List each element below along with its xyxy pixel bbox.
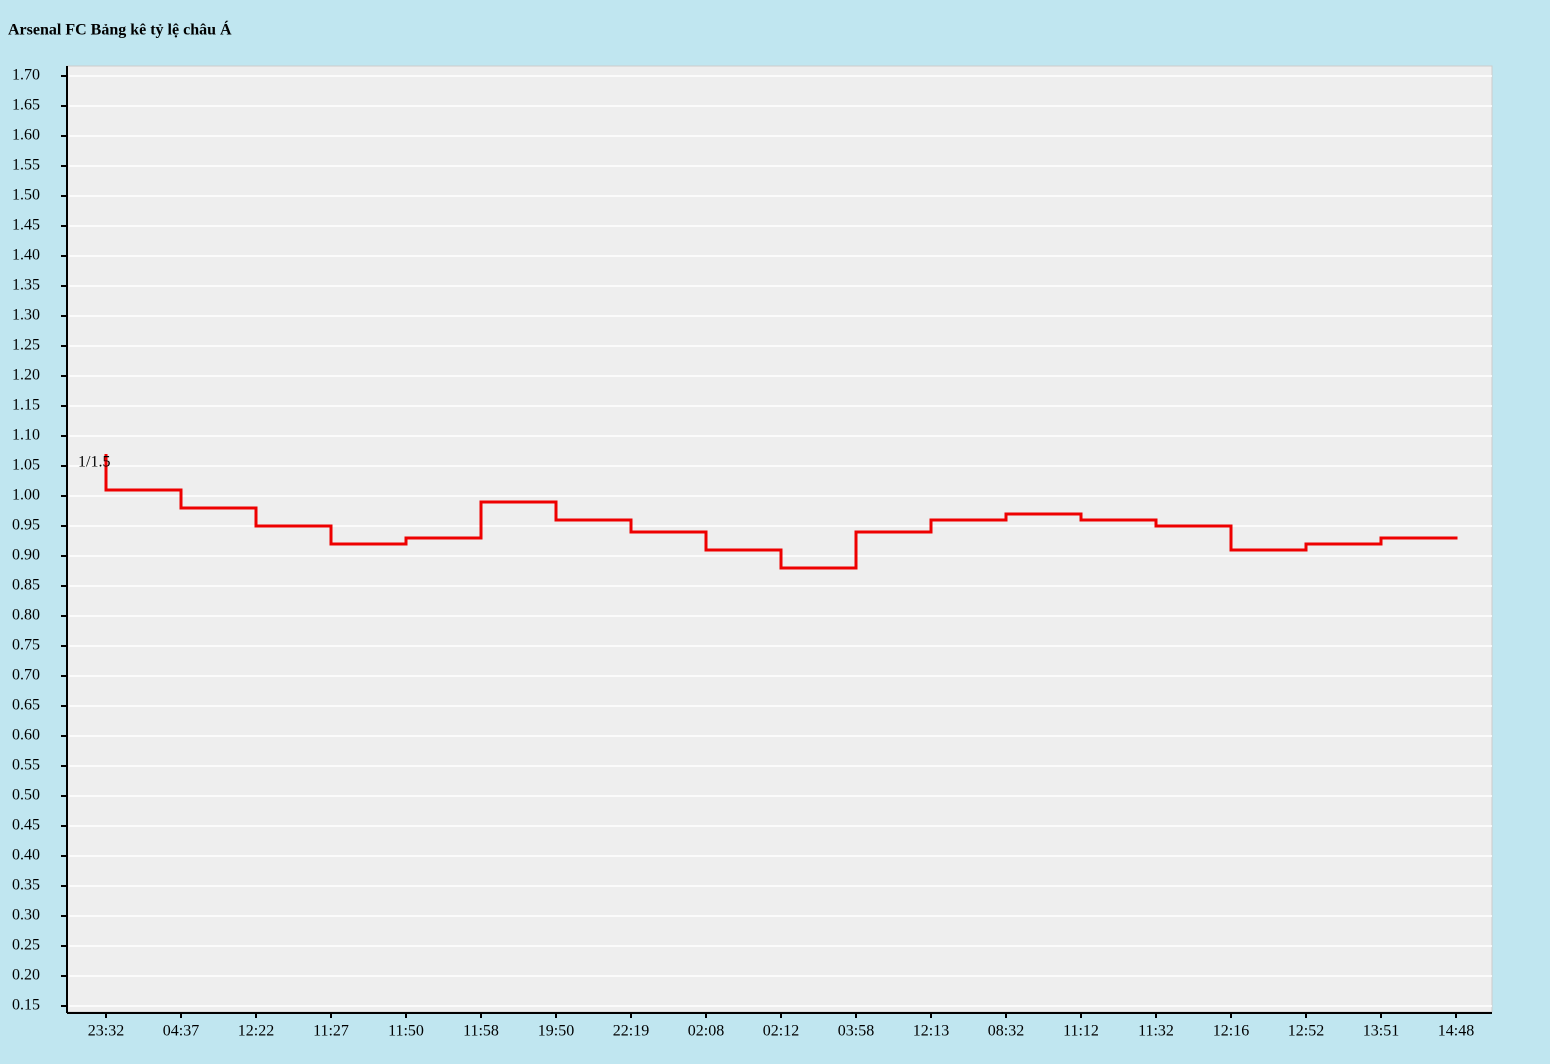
- x-tick-label: 02:08: [688, 1023, 724, 1040]
- plot-area: [66, 65, 1493, 1013]
- x-tick-label: 12:22: [238, 1023, 274, 1040]
- step-segment: [254, 524, 333, 546]
- y-tick-label: 0.35: [12, 877, 40, 894]
- y-tick-label: 0.55: [12, 757, 40, 774]
- y-tick-label: 0.60: [12, 727, 40, 744]
- y-tick-label: 0.90: [12, 547, 40, 564]
- y-tick-label: 1.00: [12, 487, 40, 504]
- y-tick-label: 0.65: [12, 697, 40, 714]
- y-tick-label: 1.35: [12, 277, 40, 294]
- step-segment: [854, 518, 933, 534]
- x-tick-label: 12:16: [1213, 1023, 1249, 1040]
- y-tick-label: 0.50: [12, 787, 40, 804]
- y-tick-label: 1.70: [12, 67, 40, 84]
- step-segment: [1304, 536, 1383, 546]
- step-segment: [929, 512, 1008, 522]
- y-tick-label: 1.10: [12, 427, 40, 444]
- y-tick-label: 1.65: [12, 97, 40, 114]
- x-tick-label: 13:51: [1363, 1023, 1399, 1040]
- chart-title: Arsenal FC Bảng kê tỷ lệ châu Á: [8, 20, 232, 39]
- x-tick-label: 03:58: [838, 1023, 874, 1040]
- y-tick-label: 1.25: [12, 337, 40, 354]
- step-segment: [779, 530, 858, 570]
- y-tick-label: 0.20: [12, 967, 40, 984]
- y-tick-label: 1.30: [12, 307, 40, 324]
- y-tick-label: 1.05: [12, 457, 40, 474]
- step-segment: [179, 506, 258, 528]
- y-tick-label: 1.40: [12, 247, 40, 264]
- x-tick-label: 08:32: [988, 1023, 1024, 1040]
- step-segment: [329, 536, 408, 546]
- x-tick-label: 12:13: [913, 1023, 949, 1040]
- x-tick-label: 04:37: [163, 1023, 199, 1040]
- x-tick-label: 23:32: [88, 1023, 124, 1040]
- step-segment: [1079, 518, 1158, 528]
- y-tick-label: 0.30: [12, 907, 40, 924]
- x-tick-label: 14:48: [1438, 1023, 1474, 1040]
- step-segment: [104, 488, 183, 510]
- y-tick-label: 1.60: [12, 127, 40, 144]
- step-segment: [629, 530, 708, 552]
- y-tick-label: 0.95: [12, 517, 40, 534]
- y-tick-label: 1.55: [12, 157, 40, 174]
- annotation: 1/1.5: [78, 454, 110, 471]
- x-tick-label: 11:12: [1063, 1023, 1099, 1040]
- x-tick-label: 02:12: [763, 1023, 799, 1040]
- y-tick-label: 0.40: [12, 847, 40, 864]
- step-segment: [704, 548, 783, 570]
- x-tick-label: 11:32: [1138, 1023, 1174, 1040]
- grid: [69, 75, 1492, 1007]
- y-tick-label: 1.20: [12, 367, 40, 384]
- x-tick-label: 11:58: [463, 1023, 499, 1040]
- step-segment: [1229, 542, 1308, 552]
- y-tick-label: 0.80: [12, 607, 40, 624]
- x-tick-label: 22:19: [613, 1023, 649, 1040]
- x-tick-label: 11:27: [313, 1023, 349, 1040]
- x-tick-label: 11:50: [388, 1023, 424, 1040]
- y-tick-label: 1.15: [12, 397, 40, 414]
- step-segment: [1154, 524, 1233, 552]
- y-tick-label: 0.70: [12, 667, 40, 684]
- y-tick-label: 1.45: [12, 217, 40, 234]
- step-segment: [479, 500, 558, 522]
- y-tick-label: 0.75: [12, 637, 40, 654]
- step-segment: [404, 500, 483, 540]
- x-tick-label: 12:52: [1288, 1023, 1324, 1040]
- y-tick-label: 0.15: [12, 997, 40, 1014]
- y-tick-label: 0.85: [12, 577, 40, 594]
- x-tick-label: 19:50: [538, 1023, 574, 1040]
- y-tick-label: 0.45: [12, 817, 40, 834]
- step-segment: [1004, 512, 1083, 522]
- y-tick-label: 0.25: [12, 937, 40, 954]
- y-tick-label: 1.50: [12, 187, 40, 204]
- step-segment: [554, 518, 633, 534]
